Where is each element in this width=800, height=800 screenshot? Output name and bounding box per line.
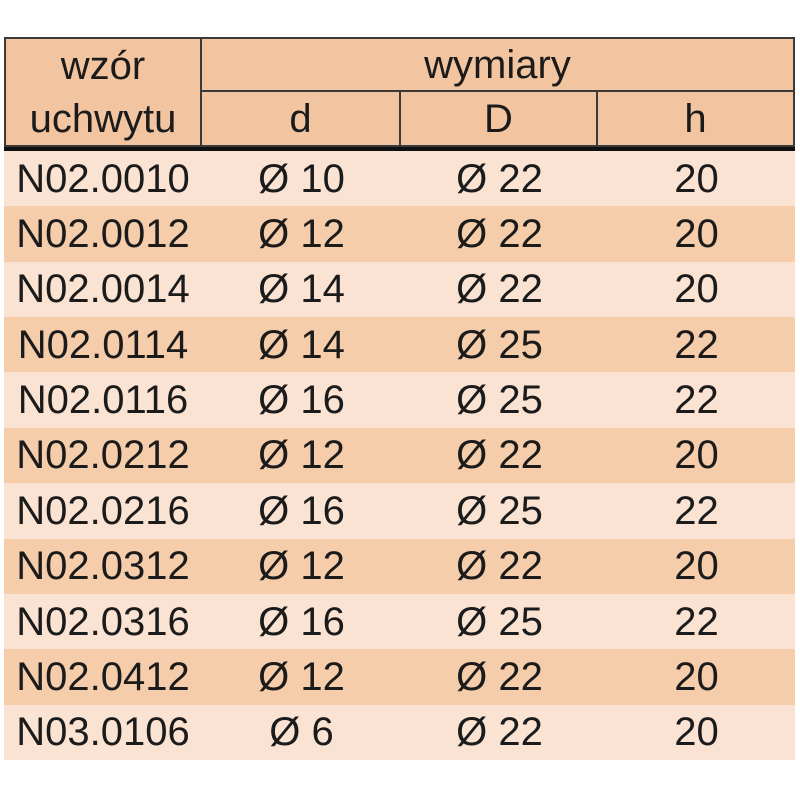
D-cell: Ø 22 — [456, 710, 543, 755]
h-cell: 22 — [674, 599, 719, 644]
model-cell: N02.0412 — [16, 654, 190, 699]
D-cell: Ø 25 — [456, 599, 543, 644]
table-header: wzór uchwytu wymiary d D h — [4, 37, 795, 147]
column-header-D: D — [401, 92, 598, 145]
header-divider — [4, 147, 795, 151]
d-cell: Ø 16 — [258, 488, 345, 533]
D-cell: Ø 22 — [456, 544, 543, 589]
model-column-header: wzór uchwytu — [6, 39, 202, 145]
table-row: N02.0012 Ø 12 Ø 22 20 — [4, 206, 795, 262]
model-cell: N03.0106 — [16, 710, 190, 755]
table-row: N02.0116 Ø 16 Ø 25 22 — [4, 372, 795, 428]
h-cell: 20 — [674, 156, 719, 201]
model-cell: N02.0010 — [16, 156, 190, 201]
d-cell: Ø 12 — [258, 433, 345, 478]
model-header-line1: wzór — [60, 43, 146, 88]
d-cell: Ø 12 — [258, 544, 345, 589]
D-cell: Ø 22 — [456, 267, 543, 312]
h-cell: 20 — [674, 212, 719, 257]
D-cell: Ø 25 — [456, 488, 543, 533]
d-cell: Ø 16 — [258, 378, 345, 423]
h-cell: 20 — [674, 654, 719, 699]
table-row: N02.0010 Ø 10 Ø 22 20 — [4, 151, 795, 207]
h-cell: 22 — [674, 322, 719, 367]
D-cell: Ø 25 — [456, 322, 543, 367]
model-cell: N02.0114 — [17, 322, 189, 367]
model-cell: N02.0014 — [16, 267, 190, 312]
h-cell: 20 — [674, 433, 719, 478]
D-cell: Ø 22 — [456, 156, 543, 201]
table-row: N02.0212 Ø 12 Ø 22 20 — [4, 427, 795, 484]
d-cell: Ø 12 — [258, 212, 345, 257]
d-cell: Ø 14 — [258, 322, 345, 367]
d-cell: Ø 14 — [258, 267, 345, 312]
dimensions-group-header: wymiary — [202, 39, 793, 92]
table-row: N02.0114 Ø 14 Ø 25 22 — [4, 317, 795, 373]
model-cell: N02.0312 — [16, 544, 190, 589]
h-cell: 20 — [674, 267, 719, 312]
D-cell: Ø 25 — [456, 378, 543, 423]
column-header-h: h — [684, 96, 707, 141]
table-row: N02.0312 Ø 12 Ø 22 20 — [4, 538, 795, 594]
model-header-line2: uchwytu — [29, 96, 177, 141]
D-cell: Ø 22 — [456, 212, 543, 257]
table-row: N02.0014 Ø 14 Ø 22 20 — [4, 261, 795, 318]
dimensions-table: wzór uchwytu wymiary d D h N02.0010 Ø 10… — [4, 37, 795, 760]
D-cell: Ø 22 — [456, 654, 543, 699]
d-cell: Ø 12 — [258, 654, 345, 699]
model-cell: N02.0012 — [16, 212, 190, 257]
h-cell: 20 — [674, 544, 719, 589]
h-cell: 20 — [674, 710, 719, 755]
h-cell: 22 — [674, 378, 719, 423]
h-cell: 22 — [674, 488, 719, 533]
table-row: N02.0412 Ø 12 Ø 22 20 — [4, 649, 795, 705]
table-row: N02.0216 Ø 16 Ø 25 22 — [4, 483, 795, 539]
model-cell: N02.0316 — [16, 599, 190, 644]
model-cell: N02.0116 — [17, 378, 189, 423]
d-cell: Ø 16 — [258, 599, 345, 644]
column-header-d: d — [202, 92, 401, 145]
D-cell: Ø 22 — [456, 433, 543, 478]
d-cell: Ø 10 — [258, 156, 345, 201]
model-cell: N02.0216 — [16, 488, 190, 533]
d-cell: Ø 6 — [269, 710, 334, 755]
model-cell: N02.0212 — [16, 433, 190, 478]
table-row: N03.0106 Ø 6 Ø 22 20 — [4, 704, 795, 760]
table-row: N02.0316 Ø 16 Ø 25 22 — [4, 593, 795, 650]
table-body: N02.0010 Ø 10 Ø 22 20 N02.0012 Ø 12 Ø 22… — [4, 151, 795, 760]
